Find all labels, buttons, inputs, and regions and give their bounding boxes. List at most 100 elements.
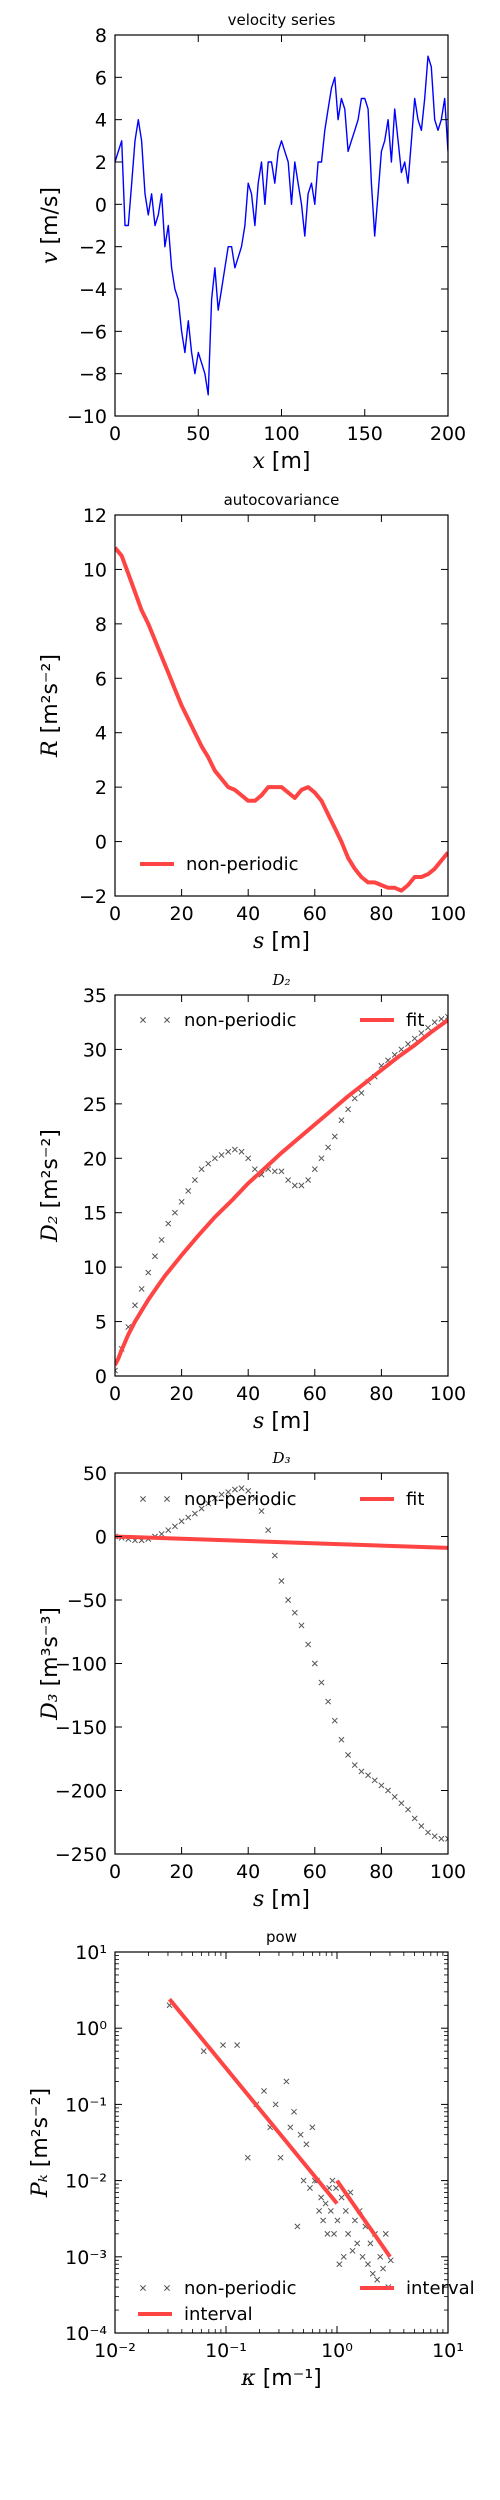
data-point xyxy=(418,1030,425,1037)
x-axis-label: s [m] xyxy=(253,929,310,954)
y-tick-label: 4 xyxy=(95,110,107,132)
data-point xyxy=(303,2141,310,2148)
y-tick-label: 0 xyxy=(95,1527,107,1549)
data-point xyxy=(320,2217,327,2224)
data-point xyxy=(278,1168,285,1175)
data-point xyxy=(218,1491,225,1498)
y-axis-label: v [m/s] xyxy=(38,187,63,264)
data-point xyxy=(327,2207,334,2214)
data-point xyxy=(377,2253,384,2260)
plot-frame xyxy=(114,994,449,1377)
x-tick-label: 80 xyxy=(369,1861,393,1883)
data-point xyxy=(367,2240,374,2247)
data-point xyxy=(345,1751,352,1758)
data-point xyxy=(318,1679,325,1686)
x-tick-label: 40 xyxy=(236,903,260,925)
data-point xyxy=(271,1168,278,1175)
data-point xyxy=(324,2230,331,2237)
series-line xyxy=(167,1997,339,2205)
legend-swatch xyxy=(164,1496,170,1502)
data-point xyxy=(382,2230,389,2237)
y-tick-label: −6 xyxy=(79,321,107,343)
data-point xyxy=(374,2276,381,2283)
data-point xyxy=(309,2124,316,2131)
data-point xyxy=(398,1800,405,1807)
y-tick-label: 25 xyxy=(83,1094,107,1116)
x-tick-label: 20 xyxy=(170,1861,194,1883)
data-point xyxy=(380,2265,387,2272)
x-axis-label: κ [m⁻¹] xyxy=(240,2366,321,2391)
x-tick-label: 0 xyxy=(109,1383,121,1405)
data-point xyxy=(245,1487,252,1494)
x-tick-label: 200 xyxy=(430,423,466,445)
x-axis-symbol: s xyxy=(253,1887,264,1912)
data-point xyxy=(251,1166,258,1173)
data-point xyxy=(345,2230,352,2237)
data-point xyxy=(391,1793,398,1800)
series-line xyxy=(335,2179,392,2258)
legend-entry: non-periodic xyxy=(186,854,299,875)
data-point xyxy=(351,1762,358,1769)
x-axis-unit: [m] xyxy=(272,449,311,474)
data-point xyxy=(225,1148,232,1155)
data-point xyxy=(351,1095,358,1102)
data-point xyxy=(178,1518,185,1525)
data-point xyxy=(305,1641,312,1648)
data-point xyxy=(287,2124,294,2131)
chart-title: D₂ xyxy=(271,971,290,989)
y-tick-label: 50 xyxy=(83,1463,107,1485)
data-point xyxy=(211,1155,218,1162)
data-point xyxy=(185,1187,192,1194)
x-tick-label: 20 xyxy=(170,1383,194,1405)
data-point xyxy=(277,2154,284,2161)
data-point xyxy=(234,2042,241,2049)
data-point xyxy=(165,1220,172,1227)
data-point xyxy=(387,2257,394,2264)
data-point xyxy=(152,1253,158,1260)
data-point xyxy=(338,1736,345,1743)
y-axis-unit: [m²s⁻²] xyxy=(38,654,63,733)
legend-swatch xyxy=(164,2285,170,2291)
legend-entry: interval xyxy=(184,2304,253,2325)
y-axis-symbol: R xyxy=(38,740,63,758)
data-point xyxy=(265,1527,272,1534)
y-tick-label: 0 xyxy=(95,194,107,216)
chart-pow: pow 10⁻² 10⁻¹ 10⁰ 10¹ 10⁻⁴ 10⁻³ 10⁻² 10⁻¹ 10⁰ 10¹ κ… xyxy=(28,1928,475,2391)
data-point xyxy=(300,2177,307,2184)
data-point xyxy=(291,2108,297,2115)
x-axis-label: s [m] xyxy=(253,1887,310,1912)
data-point xyxy=(283,2078,290,2085)
y-tick-label: 0 xyxy=(95,832,107,854)
data-point xyxy=(158,1236,165,1243)
x-tick-label: 10⁰ xyxy=(321,2340,353,2362)
y-tick-label: −50 xyxy=(67,1590,107,1612)
data-point xyxy=(291,1609,298,1616)
x-axis-symbol: s xyxy=(253,929,264,954)
data-point xyxy=(238,1485,245,1492)
y-axis-symbol: D₂ xyxy=(38,1215,63,1242)
legend: non-periodic fit xyxy=(140,1010,424,1031)
data-point xyxy=(231,1486,238,1493)
y-tick-label: −250 xyxy=(55,1844,107,1866)
series-line xyxy=(115,55,448,396)
y-tick-label: 10⁻⁴ xyxy=(65,2323,107,2345)
data-point xyxy=(385,1787,392,1794)
data-point xyxy=(333,2185,339,2191)
data-point xyxy=(185,1514,192,1521)
x-tick-label: 150 xyxy=(347,423,383,445)
x-axis-symbol: s xyxy=(253,1409,264,1434)
x-tick-label: 10⁻² xyxy=(94,2340,136,2362)
data-point xyxy=(325,1698,332,1705)
data-point xyxy=(331,1717,338,1724)
x-tick-label: 80 xyxy=(369,903,393,925)
data-point xyxy=(171,1523,178,1530)
data-point xyxy=(318,1155,325,1162)
y-tick-label: 15 xyxy=(83,1203,107,1225)
legend-entry: interval xyxy=(406,2278,475,2299)
data-point xyxy=(220,2042,226,2049)
y-tick-label: 2 xyxy=(95,152,107,174)
data-point xyxy=(405,1041,411,1047)
data-point xyxy=(278,1577,285,1584)
y-tick-label: 10⁰ xyxy=(75,2018,107,2040)
